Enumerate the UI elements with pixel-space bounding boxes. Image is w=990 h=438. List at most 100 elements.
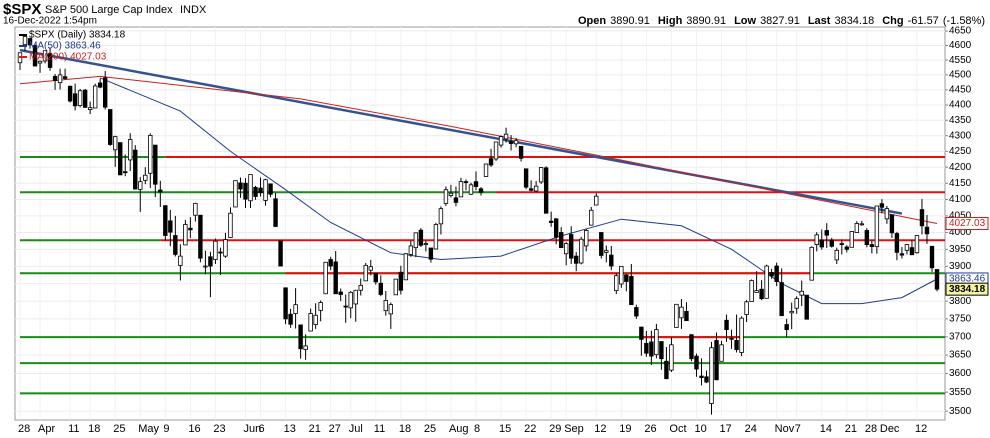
legend-label: $SPX (Daily) 3834.18 bbox=[29, 30, 126, 41]
x-tick-label: 17 bbox=[720, 423, 732, 435]
candle-body bbox=[353, 289, 358, 305]
candle-body bbox=[102, 77, 108, 108]
y-tick-label: 3650 bbox=[949, 350, 972, 361]
price-badge bbox=[945, 282, 989, 296]
candle-body bbox=[418, 229, 424, 246]
candle-body bbox=[649, 341, 654, 357]
x-tick-label: 26 bbox=[644, 423, 656, 435]
candle-body bbox=[664, 360, 669, 380]
candle-body bbox=[924, 226, 930, 235]
candle-body bbox=[178, 255, 183, 266]
candle-body bbox=[709, 347, 714, 404]
candle-body bbox=[879, 203, 885, 208]
candle-body bbox=[92, 85, 98, 109]
candle-body bbox=[258, 187, 263, 194]
candle-body bbox=[378, 282, 383, 295]
quote-line: Open 3890.91 High 3890.91 Low 3827.91 Last 3834… bbox=[578, 15, 985, 27]
y-tick-label: 3750 bbox=[949, 314, 972, 325]
candle-body bbox=[343, 305, 348, 308]
candle-body bbox=[233, 180, 238, 208]
y-tick-label: 4300 bbox=[949, 130, 972, 141]
candle-body bbox=[388, 304, 394, 315]
candle-body bbox=[158, 189, 163, 193]
candle-body bbox=[629, 275, 634, 306]
candle-body bbox=[97, 82, 103, 88]
candle-body bbox=[463, 181, 469, 184]
candle-body bbox=[443, 189, 449, 204]
candle-body bbox=[734, 340, 739, 350]
candle-body bbox=[458, 181, 464, 198]
candle-body bbox=[584, 230, 589, 247]
candle-body bbox=[654, 329, 659, 356]
x-tick-label: Dec bbox=[880, 423, 900, 435]
candle-body bbox=[228, 212, 233, 238]
candle-body bbox=[518, 145, 524, 159]
candle-body bbox=[168, 220, 173, 233]
candle-body bbox=[634, 307, 639, 317]
candle-body bbox=[123, 171, 128, 174]
candle-body bbox=[47, 52, 53, 68]
candle-body bbox=[579, 238, 584, 264]
candle-body bbox=[934, 269, 940, 290]
x-tick-label: 10 bbox=[694, 423, 706, 435]
candle-body bbox=[784, 324, 789, 331]
candle-body bbox=[644, 342, 649, 354]
candle-body bbox=[558, 232, 564, 249]
candle-body bbox=[448, 192, 454, 196]
candle-body bbox=[72, 93, 78, 107]
candle-body bbox=[218, 251, 223, 254]
candle-body bbox=[243, 182, 248, 200]
candle-body bbox=[523, 168, 529, 188]
x-tick-label: 14 bbox=[820, 423, 832, 435]
candle-body bbox=[107, 109, 113, 145]
x-tick-label: Jul bbox=[349, 423, 363, 435]
candle-body bbox=[423, 243, 429, 245]
candle-body bbox=[533, 185, 539, 192]
x-tick-label: Sep bbox=[564, 423, 584, 435]
timestamp: 16-Dec-2022 1:54pm bbox=[3, 16, 97, 27]
y-tick-label: 3550 bbox=[949, 387, 972, 398]
candle-body bbox=[323, 261, 328, 295]
candle-body bbox=[248, 174, 253, 202]
candle-body bbox=[328, 259, 333, 267]
candle-body bbox=[288, 313, 293, 325]
candle-body bbox=[679, 306, 684, 319]
x-tick-label: 21 bbox=[845, 423, 857, 435]
candle-body bbox=[438, 208, 444, 225]
candle-body bbox=[769, 272, 774, 277]
candle-body bbox=[909, 247, 915, 256]
quote-label: High bbox=[658, 15, 683, 27]
x-tick-label: 11 bbox=[68, 423, 79, 435]
candle-body bbox=[724, 319, 729, 331]
price-badge bbox=[945, 216, 989, 230]
candle-body bbox=[563, 243, 569, 255]
x-tick-label: 21 bbox=[309, 423, 321, 435]
candle-body bbox=[338, 291, 343, 295]
candle-body bbox=[298, 324, 303, 350]
y-tick-label: 4050 bbox=[949, 211, 972, 222]
candle-body bbox=[198, 214, 203, 259]
x-tick-label: 7 bbox=[795, 423, 801, 435]
candle-body bbox=[614, 275, 619, 292]
candle-body bbox=[268, 183, 273, 195]
candle-body bbox=[839, 243, 844, 245]
y-tick-label: 3800 bbox=[949, 296, 972, 307]
x-tick-label: Jun bbox=[243, 423, 261, 435]
candle-body bbox=[774, 265, 779, 282]
candle-body bbox=[303, 345, 308, 350]
candle-body bbox=[739, 317, 744, 353]
quote-label: Chg bbox=[882, 15, 903, 27]
candle-body bbox=[37, 60, 43, 64]
y-tick-label: 4150 bbox=[949, 178, 972, 189]
candle-body bbox=[143, 174, 148, 181]
price-badge-label: 3834.18 bbox=[949, 284, 986, 295]
candle-body bbox=[278, 240, 283, 267]
candle-body bbox=[333, 261, 338, 295]
candle-body bbox=[128, 139, 133, 161]
candle-body bbox=[513, 140, 519, 145]
candle-body bbox=[829, 239, 834, 247]
candle-body bbox=[869, 244, 875, 248]
candle-body bbox=[819, 239, 824, 248]
candle-body bbox=[543, 167, 549, 214]
candle-body bbox=[273, 198, 278, 227]
